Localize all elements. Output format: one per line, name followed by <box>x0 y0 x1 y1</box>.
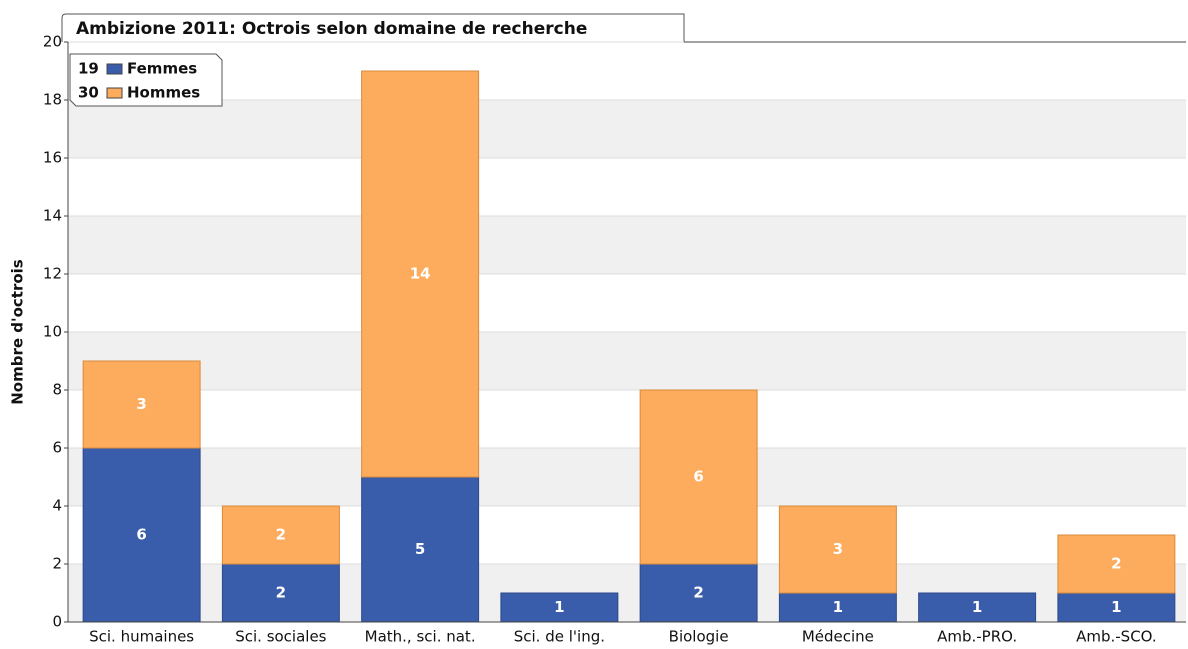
data-label: 1 <box>833 598 843 616</box>
legend-label: Hommes <box>127 84 200 102</box>
data-label: 14 <box>410 265 431 283</box>
bar-segment <box>1057 534 1176 594</box>
y-tick-label: 20 <box>43 33 62 51</box>
grid-band <box>68 100 1186 158</box>
data-label: 1 <box>1111 598 1121 616</box>
x-tick-label: Sci. humaines <box>89 628 194 646</box>
grid-band <box>68 216 1186 274</box>
y-tick-label: 4 <box>52 497 62 515</box>
data-label: 1 <box>554 598 564 616</box>
x-tick-label: Sci. de l'ing. <box>514 628 605 646</box>
x-tick-label: Médecine <box>802 628 874 646</box>
x-tick-label: Math., sci. nat. <box>365 628 476 646</box>
bar-segment <box>1057 592 1176 623</box>
chart-title: Ambizione 2011: Octrois selon domaine de… <box>76 19 587 39</box>
x-tick-label: Amb.-SCO. <box>1076 628 1157 646</box>
y-tick-label: 0 <box>52 613 62 631</box>
legend-total: 30 <box>78 84 99 102</box>
legend-total: 19 <box>78 60 99 78</box>
data-label: 6 <box>693 468 703 486</box>
y-tick-label: 2 <box>52 555 62 573</box>
bar-segment <box>361 70 480 478</box>
bar-segment <box>82 360 201 449</box>
y-tick-label: 16 <box>43 149 62 167</box>
y-tick-label: 8 <box>52 381 62 399</box>
data-label: 2 <box>276 526 286 544</box>
data-label: 5 <box>415 540 425 558</box>
bar-segment <box>361 476 480 623</box>
data-label: 3 <box>136 395 146 413</box>
y-tick-label: 10 <box>43 323 62 341</box>
title-box <box>61 13 685 42</box>
data-label: 6 <box>136 526 146 544</box>
bar-segment <box>221 563 340 623</box>
data-label: 1 <box>972 598 982 616</box>
bar-segment <box>221 505 340 565</box>
legend-swatch <box>106 63 123 75</box>
y-tick-label: 14 <box>43 207 62 225</box>
bar-segment <box>639 389 758 565</box>
x-tick-label: Sci. sociales <box>235 628 326 646</box>
y-tick-label: 12 <box>43 265 62 283</box>
x-tick-label: Biologie <box>669 628 729 646</box>
y-axis-label: Nombre d'octrois <box>9 259 27 405</box>
legend-swatch <box>106 87 123 99</box>
y-tick-label: 6 <box>52 439 62 457</box>
grid-band <box>68 332 1186 390</box>
data-label: 2 <box>693 584 703 602</box>
bar-segment <box>778 505 897 594</box>
data-label: 2 <box>276 584 286 602</box>
y-tick-label: 18 <box>43 91 62 109</box>
data-label: 3 <box>833 540 843 558</box>
legend-label: Femmes <box>127 60 197 78</box>
x-tick-label: Amb.-PRO. <box>937 628 1017 646</box>
bar-segment <box>82 447 201 623</box>
data-label: 2 <box>1111 555 1121 573</box>
grid-band <box>68 448 1186 506</box>
bar-segment <box>918 592 1037 623</box>
